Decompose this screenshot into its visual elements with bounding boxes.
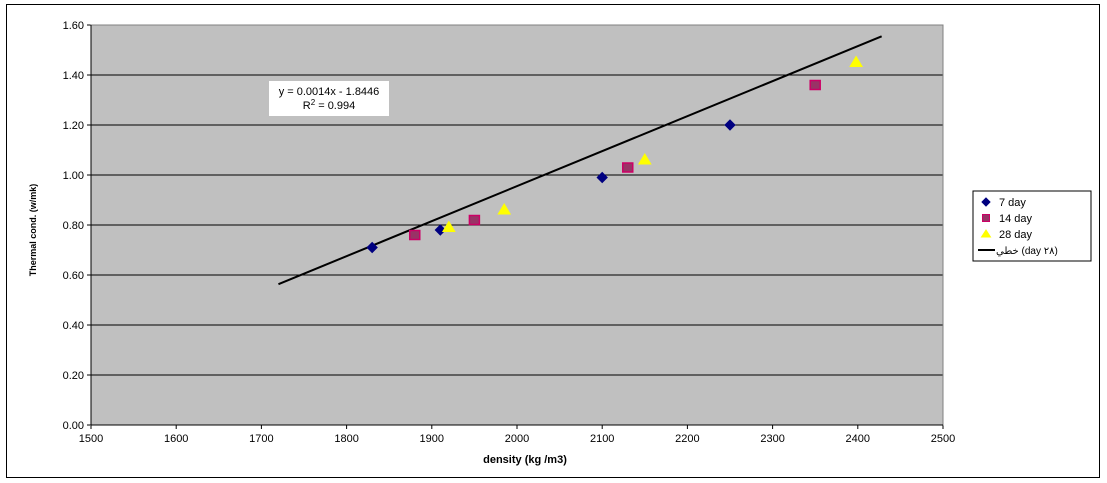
data-point-14-day (468, 214, 481, 226)
trendline-path (278, 35, 883, 286)
legend-label-7-day: 7 day (999, 197, 1026, 209)
x-tick-label: 1600 (164, 433, 188, 445)
x-tick-label: 2200 (675, 433, 699, 445)
x-tick-label: 1700 (249, 433, 273, 445)
x-tick-label: 1900 (420, 433, 444, 445)
data-point-14-day (809, 79, 821, 91)
x-axis-title: density (kg /m3) (483, 454, 567, 466)
x-tick-label: 2100 (590, 433, 614, 445)
x-tick-label: 1500 (79, 433, 103, 445)
x-tick-label: 2000 (505, 433, 529, 445)
y-tick-labels: 0.00 0.20 0.40 0.60 0.80 1.00 1.20 1.40 1.60 (63, 20, 84, 432)
trendline (278, 35, 883, 286)
data-point-14-day (409, 229, 421, 241)
data-point-7-day (434, 224, 447, 236)
y-tick-label: 0.00 (63, 420, 84, 432)
chart-frame: 0.00 0.20 0.40 0.60 0.80 1.00 1.20 1.40 1.60 150… (6, 4, 1100, 478)
legend-label-14-day: 14 day (999, 213, 1033, 225)
legend-marker-7-day (981, 197, 991, 207)
data-point-28-day (849, 55, 863, 67)
legend: 7 day 14 day 28 day خطي (day ٢٨) (972, 190, 1092, 262)
data-point-7-day (724, 119, 736, 131)
legend-marker-28-day (980, 229, 992, 238)
equation-text: y = 0.0014x - 1.8446 (279, 86, 380, 98)
x-tick-labels: 1500 1600 1700 1800 1900 2000 2100 2200 2300 2400… (79, 433, 955, 445)
y-tick-label: 0.20 (63, 370, 84, 382)
legend-label-trendline: خطي (day ٢٨) (996, 246, 1058, 257)
data-point-28-day (497, 203, 512, 215)
data-point-14-day (622, 162, 634, 173)
axes (90, 24, 944, 426)
equation-box (269, 81, 389, 116)
r-squared-text: R2 = 0.994 (303, 98, 355, 112)
x-tick-label: 2500 (931, 433, 955, 445)
x-tick-label: 2300 (760, 433, 784, 445)
data-point-28-day (637, 153, 652, 165)
x-tick-label: 1800 (334, 433, 358, 445)
data-points (366, 55, 863, 254)
y-tick-label: 0.80 (63, 220, 84, 232)
y-tick-label: 1.20 (63, 120, 84, 132)
y-tick-label: 0.40 (63, 320, 84, 332)
legend-marker-14-day (982, 214, 990, 222)
x-tick-label: 2400 (846, 433, 870, 445)
scatter-chart: 0.00 0.20 0.40 0.60 0.80 1.00 1.20 1.40 1.60 150… (28, 20, 1092, 466)
data-point-7-day (596, 171, 608, 184)
y-tick-label: 1.60 (63, 20, 84, 32)
y-tick-label: 1.40 (63, 70, 84, 82)
y-tick-label: 0.60 (63, 270, 84, 282)
y-tick-label: 1.00 (63, 170, 84, 182)
data-point-7-day (366, 241, 378, 254)
trendline-equation: y = 0.0014x - 1.8446 R2 = 0.994 (269, 81, 389, 116)
data-point-28-day (441, 220, 456, 232)
y-axis-title: Thermal cond. (w/mk) (28, 184, 38, 277)
legend-label-28-day: 28 day (999, 229, 1033, 241)
